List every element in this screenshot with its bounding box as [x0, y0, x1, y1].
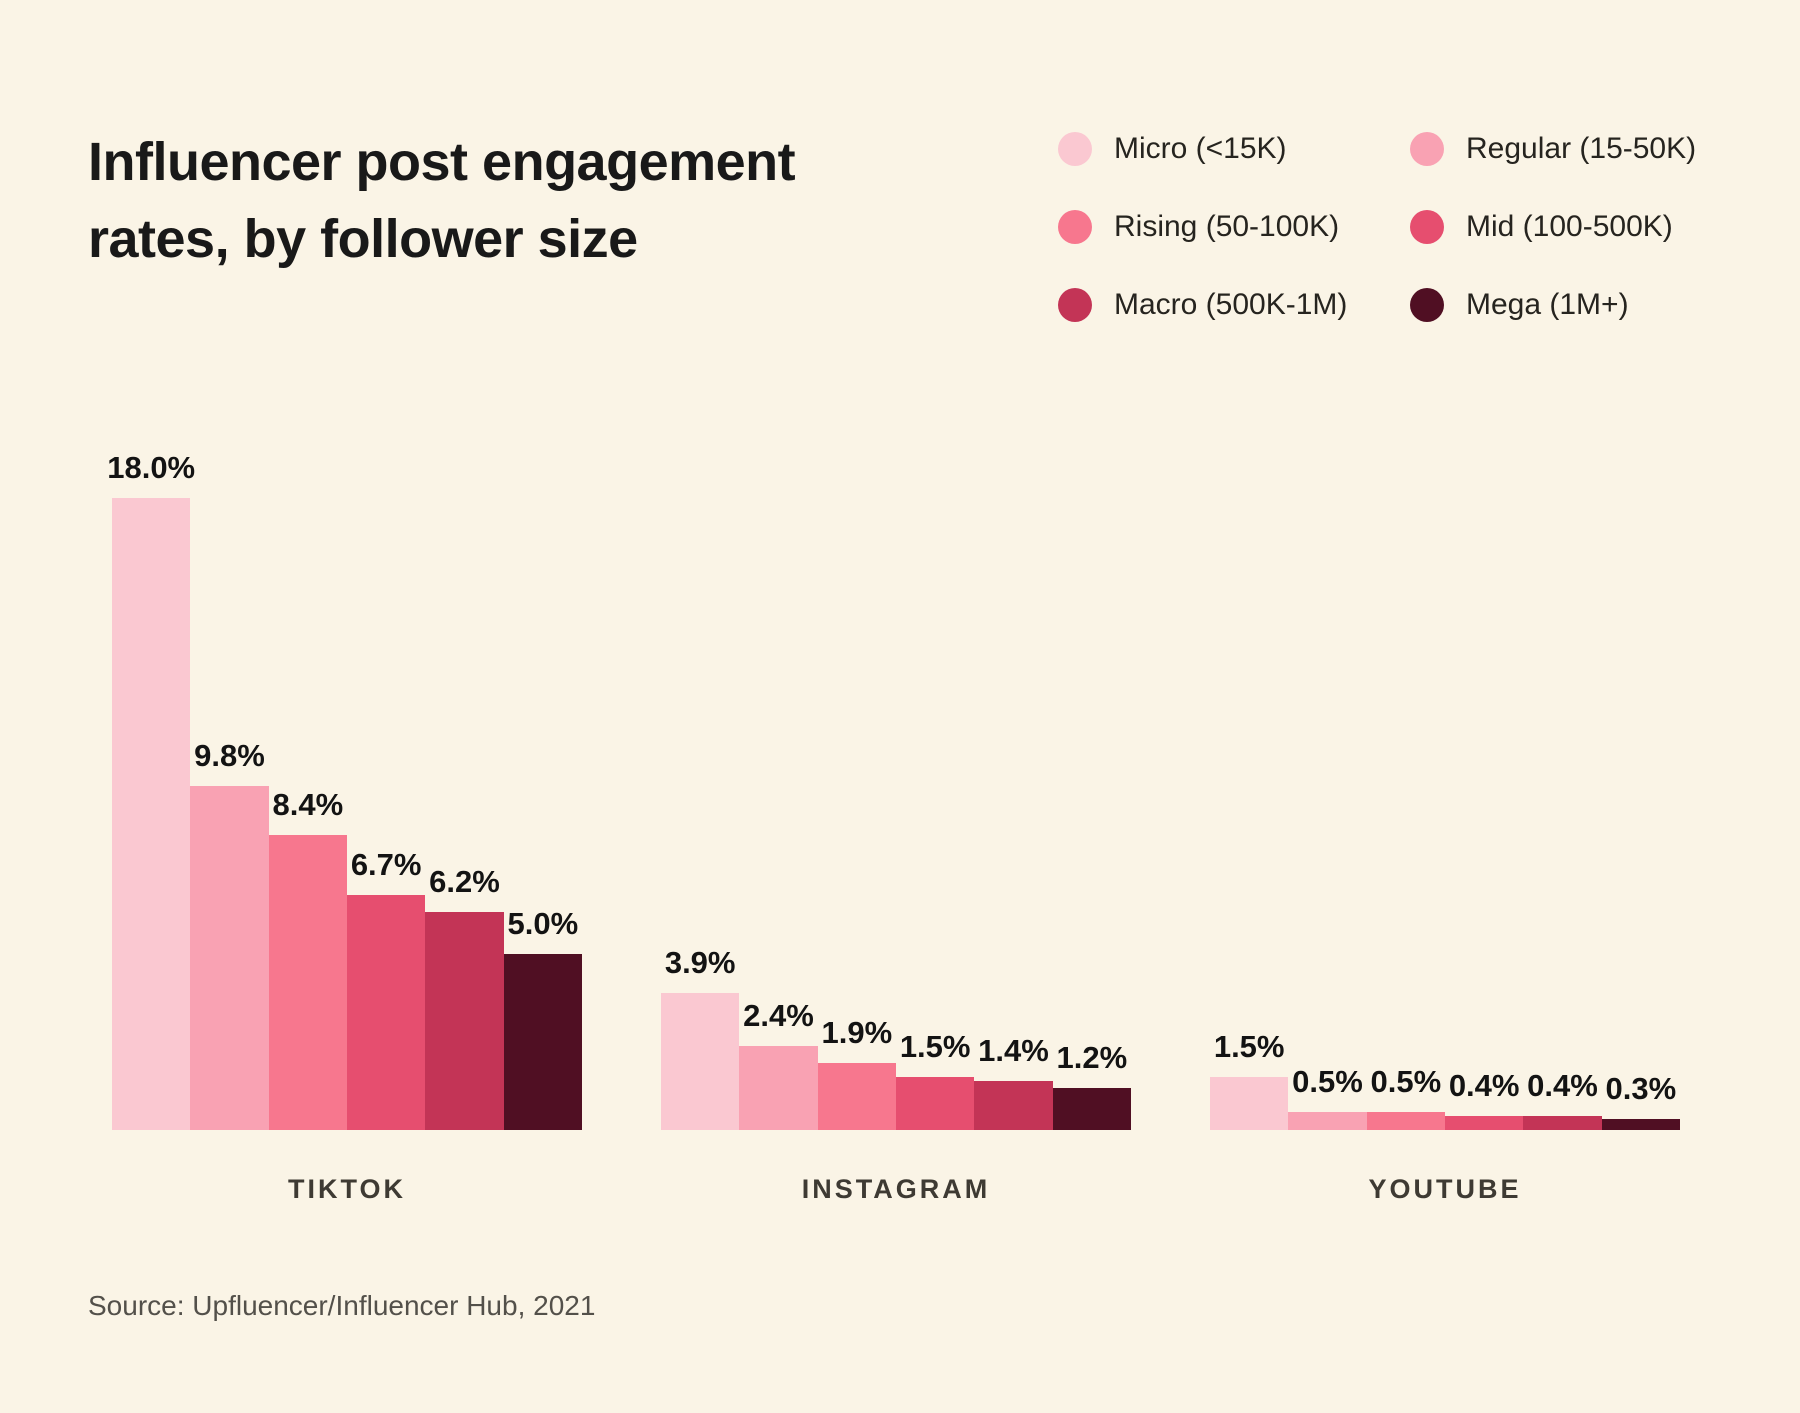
bar — [425, 912, 504, 1130]
legend-dot-macro — [1058, 288, 1092, 322]
legend-dot-micro — [1058, 132, 1092, 166]
bar-value-label: 5.0% — [507, 906, 579, 941]
bar-value-label: 2.4% — [743, 998, 814, 1033]
source-attribution: Source: Upfluencer/Influencer Hub, 2021 — [88, 1290, 596, 1321]
bar-group-instagram: 3.9% 2.4% 1.9% 1.5% 1.4% 1.2% — [661, 945, 1131, 1130]
bar-value-label: 0.5% — [1292, 1064, 1363, 1099]
bar-column-instagram-3: 1.5% — [895, 1029, 975, 1130]
legend-label-regular: Regular (15-50K) — [1466, 132, 1697, 165]
legend: Micro (<15K) Regular (15-50K) Rising (50… — [1058, 130, 1696, 324]
axis-label-youtube: YOUTUBE — [1368, 1174, 1522, 1204]
legend-label-mid: Mid (100-500K) — [1466, 210, 1673, 243]
bar-value-label: 0.4% — [1527, 1068, 1598, 1103]
bar-column-tiktok-5: 5.0% — [503, 906, 582, 1130]
bar — [817, 1063, 896, 1130]
bar — [346, 895, 426, 1130]
axis-label-instagram: INSTAGRAM — [801, 1174, 991, 1204]
bar-column-youtube-4: 0.4% — [1523, 1068, 1602, 1130]
bar-chart: 18.0% 9.8% 8.4% 6.7% 6.2% 5.0% 3.9% 2.4% 1.9% 1.… — [107, 420, 1680, 1130]
bar-column-instagram-1: 2.4% — [739, 998, 818, 1130]
bar-value-label: 8.4% — [272, 787, 344, 822]
bar-value-label: 1.4% — [978, 1033, 1049, 1068]
bar-column-tiktok-2: 8.4% — [268, 787, 347, 1130]
legend-dot-rising — [1058, 210, 1092, 244]
bar-column-youtube-2: 0.5% — [1366, 1064, 1445, 1130]
legend-item-mid: Mid (100-500K) — [1410, 208, 1696, 246]
bar-column-tiktok-4: 6.2% — [425, 864, 504, 1130]
bar-column-instagram-4: 1.4% — [974, 1033, 1053, 1130]
legend-label-micro: Micro (<15K) — [1114, 132, 1287, 165]
legend-dot-mega — [1410, 288, 1444, 322]
bar-group-tiktok: 18.0% 9.8% 8.4% 6.7% 6.2% 5.0% — [107, 450, 582, 1130]
bar — [1052, 1088, 1131, 1130]
legend-item-macro: Macro (500K-1M) — [1058, 286, 1410, 324]
legend-dot-regular — [1410, 132, 1444, 166]
bar-column-instagram-0: 3.9% — [661, 945, 740, 1130]
bar-value-label: 9.8% — [194, 738, 265, 773]
bar-value-label: 1.5% — [1213, 1029, 1285, 1064]
bar — [1601, 1119, 1680, 1130]
bar — [503, 954, 582, 1130]
bar-value-label: 3.9% — [664, 945, 736, 980]
bar-value-label: 6.7% — [350, 847, 422, 882]
bar-column-youtube-0: 1.5% — [1210, 1029, 1289, 1130]
bar — [1210, 1077, 1289, 1130]
bar-value-label: 1.2% — [1056, 1040, 1128, 1075]
bar — [190, 786, 269, 1130]
chart-title-line-2: rates, by follower size — [88, 209, 638, 270]
bar — [1366, 1112, 1445, 1130]
bar-column-tiktok-3: 6.7% — [346, 847, 426, 1130]
bar-value-label: 0.4% — [1448, 1068, 1520, 1103]
bar-group-youtube: 1.5% 0.5% 0.5% 0.4% 0.4% 0.3% — [1210, 1029, 1680, 1130]
bar — [1523, 1116, 1602, 1130]
legend-label-mega: Mega (1M+) — [1466, 288, 1629, 321]
bar-column-instagram-2: 1.9% — [817, 1015, 896, 1130]
legend-label-macro: Macro (500K-1M) — [1114, 288, 1348, 321]
platform-axis: TIKTOK INSTAGRAM YOUTUBE — [112, 1174, 1680, 1205]
bar-column-instagram-5: 1.2% — [1052, 1040, 1131, 1130]
legend-item-mega: Mega (1M+) — [1410, 286, 1696, 324]
legend-item-regular: Regular (15-50K) — [1410, 130, 1696, 168]
bar-value-label: 0.5% — [1370, 1064, 1442, 1099]
bar — [268, 835, 347, 1130]
bar-value-label: 18.0% — [107, 450, 196, 485]
bar-column-tiktok-0: 18.0% — [107, 450, 195, 1130]
legend-item-micro: Micro (<15K) — [1058, 130, 1410, 168]
bar — [1288, 1112, 1367, 1130]
bar-value-label: 1.5% — [899, 1029, 971, 1064]
bar-column-youtube-3: 0.4% — [1444, 1068, 1524, 1130]
bar-value-label: 1.9% — [821, 1015, 893, 1050]
bar-column-youtube-5: 0.3% — [1601, 1071, 1680, 1130]
chart-title: Influencer post engagement rates, by fol… — [88, 124, 796, 278]
bar-value-label: 6.2% — [429, 864, 500, 899]
bar — [974, 1081, 1053, 1130]
bar-column-youtube-1: 0.5% — [1288, 1064, 1367, 1130]
bar — [895, 1077, 975, 1130]
legend-label-rising: Rising (50-100K) — [1114, 210, 1340, 243]
chart-title-line-1: Influencer post engagement — [88, 132, 796, 193]
legend-dot-mid — [1410, 210, 1444, 244]
bar-value-label: 0.3% — [1605, 1071, 1677, 1106]
bar — [739, 1046, 818, 1130]
bar — [661, 993, 740, 1130]
bar — [1444, 1116, 1524, 1130]
axis-label-tiktok: TIKTOK — [288, 1174, 406, 1204]
bar-column-tiktok-1: 9.8% — [190, 738, 269, 1130]
bar — [112, 498, 191, 1130]
legend-item-rising: Rising (50-100K) — [1058, 208, 1410, 246]
